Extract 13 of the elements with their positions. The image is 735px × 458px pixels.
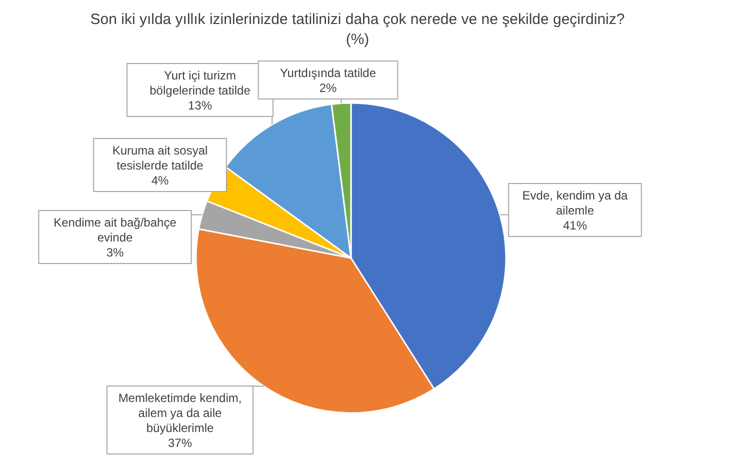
data-label: 41% <box>562 218 588 232</box>
data-label: 37% <box>168 436 192 450</box>
data-label: 2% <box>319 81 337 95</box>
slice-label: Kuruma ait sosyal tesislerde tatilde <box>112 144 208 172</box>
slice-label: Kendime ait bağ/bahçe evinde <box>54 216 177 244</box>
data-label: 3% <box>106 246 124 260</box>
data-label: 4% <box>151 174 169 188</box>
slice-label: Yurtdışında tatilde <box>280 66 376 80</box>
slice-label: Memleketimde kendim, ailem ya da aile büyüklerimle <box>118 391 242 435</box>
slice-label: Yurt içi turizm bölgelerinde tatilde <box>150 68 251 98</box>
data-label: 13% <box>188 98 212 112</box>
slice-label: Evde, kendim ya da ailemle <box>522 188 628 218</box>
chart-title: Son iki yılda yıllık izinlerinizde tatilinizi daha çok nerede ve ne şekilde geçirdiniz? (%) <box>90 11 625 48</box>
